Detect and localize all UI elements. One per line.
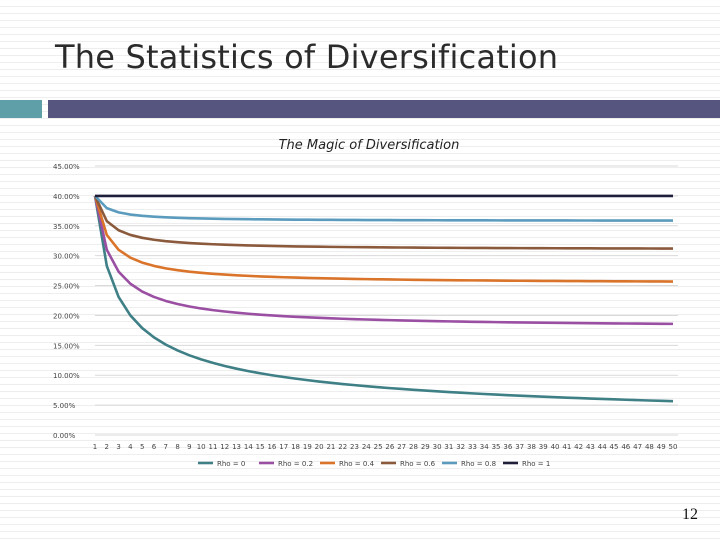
series-line-rho-0-4: [93, 195, 674, 283]
x-tick-label: 6: [152, 443, 157, 451]
title-band-accent: [0, 100, 42, 118]
y-tick-label: 35.00%: [53, 223, 80, 231]
legend-item: Rho = 0.8: [442, 460, 496, 468]
legend-label: Rho = 0.8: [461, 460, 496, 468]
x-tick-label: 24: [362, 443, 371, 451]
x-tick-label: 11: [208, 443, 217, 451]
chart-area: The Magic of Diversification 0.00% 5.00% 1…: [0, 130, 720, 480]
y-tick-label: 45.00%: [53, 163, 80, 171]
legend-label: Rho = 0: [217, 460, 245, 468]
line-chart: The Magic of Diversification 0.00% 5.00% 1…: [53, 138, 678, 468]
x-tick-label: 23: [350, 443, 359, 451]
x-tick-label: 38: [527, 443, 536, 451]
x-tick-label: 41: [562, 443, 571, 451]
x-tick-label: 33: [468, 443, 477, 451]
x-tick-label: 10: [197, 443, 206, 451]
y-tick-label: 5.00%: [53, 402, 76, 410]
x-tick-label: 29: [421, 443, 430, 451]
x-tick-label: 47: [633, 443, 642, 451]
series-lines: [93, 194, 674, 403]
y-tick-label: 15.00%: [53, 342, 80, 350]
x-tick-label: 22: [338, 443, 347, 451]
legend-item: Rho = 0: [198, 460, 245, 468]
gridlines: [95, 165, 678, 436]
legend-label: Rho = 1: [522, 460, 550, 468]
series-line-rho-0: [93, 195, 674, 403]
y-tick-label: 0.00%: [53, 432, 76, 440]
x-tick-label: 17: [279, 443, 288, 451]
x-tick-label: 48: [645, 443, 654, 451]
x-tick-label: 18: [291, 443, 300, 451]
x-tick-label: 39: [539, 443, 548, 451]
x-tick-label: 26: [385, 443, 394, 451]
x-tick-label: 1: [93, 443, 97, 451]
x-tick-label: 40: [551, 443, 560, 451]
x-tick-label: 31: [444, 443, 453, 451]
x-tick-label: 49: [657, 443, 666, 451]
x-tick-label: 8: [175, 443, 179, 451]
legend-item: Rho = 0.2: [259, 460, 313, 468]
x-tick-label: 35: [492, 443, 501, 451]
x-tick-label: 43: [586, 443, 595, 451]
x-tick-label: 37: [515, 443, 524, 451]
legend-label: Rho = 0.4: [339, 460, 375, 468]
x-tick-label: 36: [503, 443, 512, 451]
x-tick-label: 25: [374, 443, 383, 451]
legend-item: Rho = 1: [503, 460, 550, 468]
y-tick-label: 30.00%: [53, 253, 80, 261]
x-tick-label: 15: [256, 443, 265, 451]
x-tick-label: 16: [267, 443, 276, 451]
legend-label: Rho = 0.2: [278, 460, 313, 468]
page-number: 12: [682, 506, 698, 523]
x-tick-label: 20: [315, 443, 324, 451]
x-tick-label: 4: [128, 443, 133, 451]
y-tick-label: 10.00%: [53, 372, 80, 380]
series-line-rho-0-2: [93, 195, 674, 326]
y-tick-label: 20.00%: [53, 312, 80, 320]
x-tick-label: 9: [187, 443, 191, 451]
chart-title: The Magic of Diversification: [279, 138, 460, 153]
x-tick-label: 42: [574, 443, 583, 451]
x-tick-label: 21: [326, 443, 335, 451]
x-tick-label: 44: [598, 443, 607, 451]
x-tick-label: 45: [610, 443, 619, 451]
legend-item: Rho = 0.6: [381, 460, 436, 468]
x-tick-label: 50: [669, 443, 678, 451]
x-tick-label: 28: [409, 443, 418, 451]
x-tick-label: 14: [244, 443, 253, 451]
x-tick-label: 30: [433, 443, 442, 451]
slide-title: The Statistics of Diversification: [55, 38, 559, 76]
x-tick-label: 3: [116, 443, 120, 451]
series-line-rho-0-6: [93, 195, 674, 250]
y-axis: 0.00% 5.00% 10.00% 15.00% 20.00% 25.00% 30.00%…: [53, 163, 80, 440]
x-tick-label: 7: [164, 443, 168, 451]
y-tick-label: 25.00%: [53, 283, 80, 291]
y-tick-label: 40.00%: [53, 193, 80, 201]
title-band: [48, 100, 720, 118]
x-tick-label: 32: [456, 443, 465, 451]
x-tick-label: 19: [303, 443, 312, 451]
series-line-rho-0-8: [94, 194, 674, 222]
x-tick-label: 34: [480, 443, 489, 451]
x-tick-label: 27: [397, 443, 406, 451]
x-tick-label: 5: [140, 443, 144, 451]
x-tick-label: 13: [232, 443, 241, 451]
x-axis: 1 2 3 4 5 6 7 8 9 10 11 12 13 14 15 16 17 18 19 20 21 22 23 24 2…: [93, 443, 678, 451]
x-tick-label: 46: [621, 443, 630, 451]
legend-item: Rho = 0.4: [320, 460, 375, 468]
x-tick-label: 12: [220, 443, 229, 451]
legend: Rho = 0 Rho = 0.2 Rho = 0.4 Rho = 0.6 Rho = …: [198, 460, 550, 468]
legend-label: Rho = 0.6: [400, 460, 436, 468]
x-tick-label: 2: [105, 443, 109, 451]
